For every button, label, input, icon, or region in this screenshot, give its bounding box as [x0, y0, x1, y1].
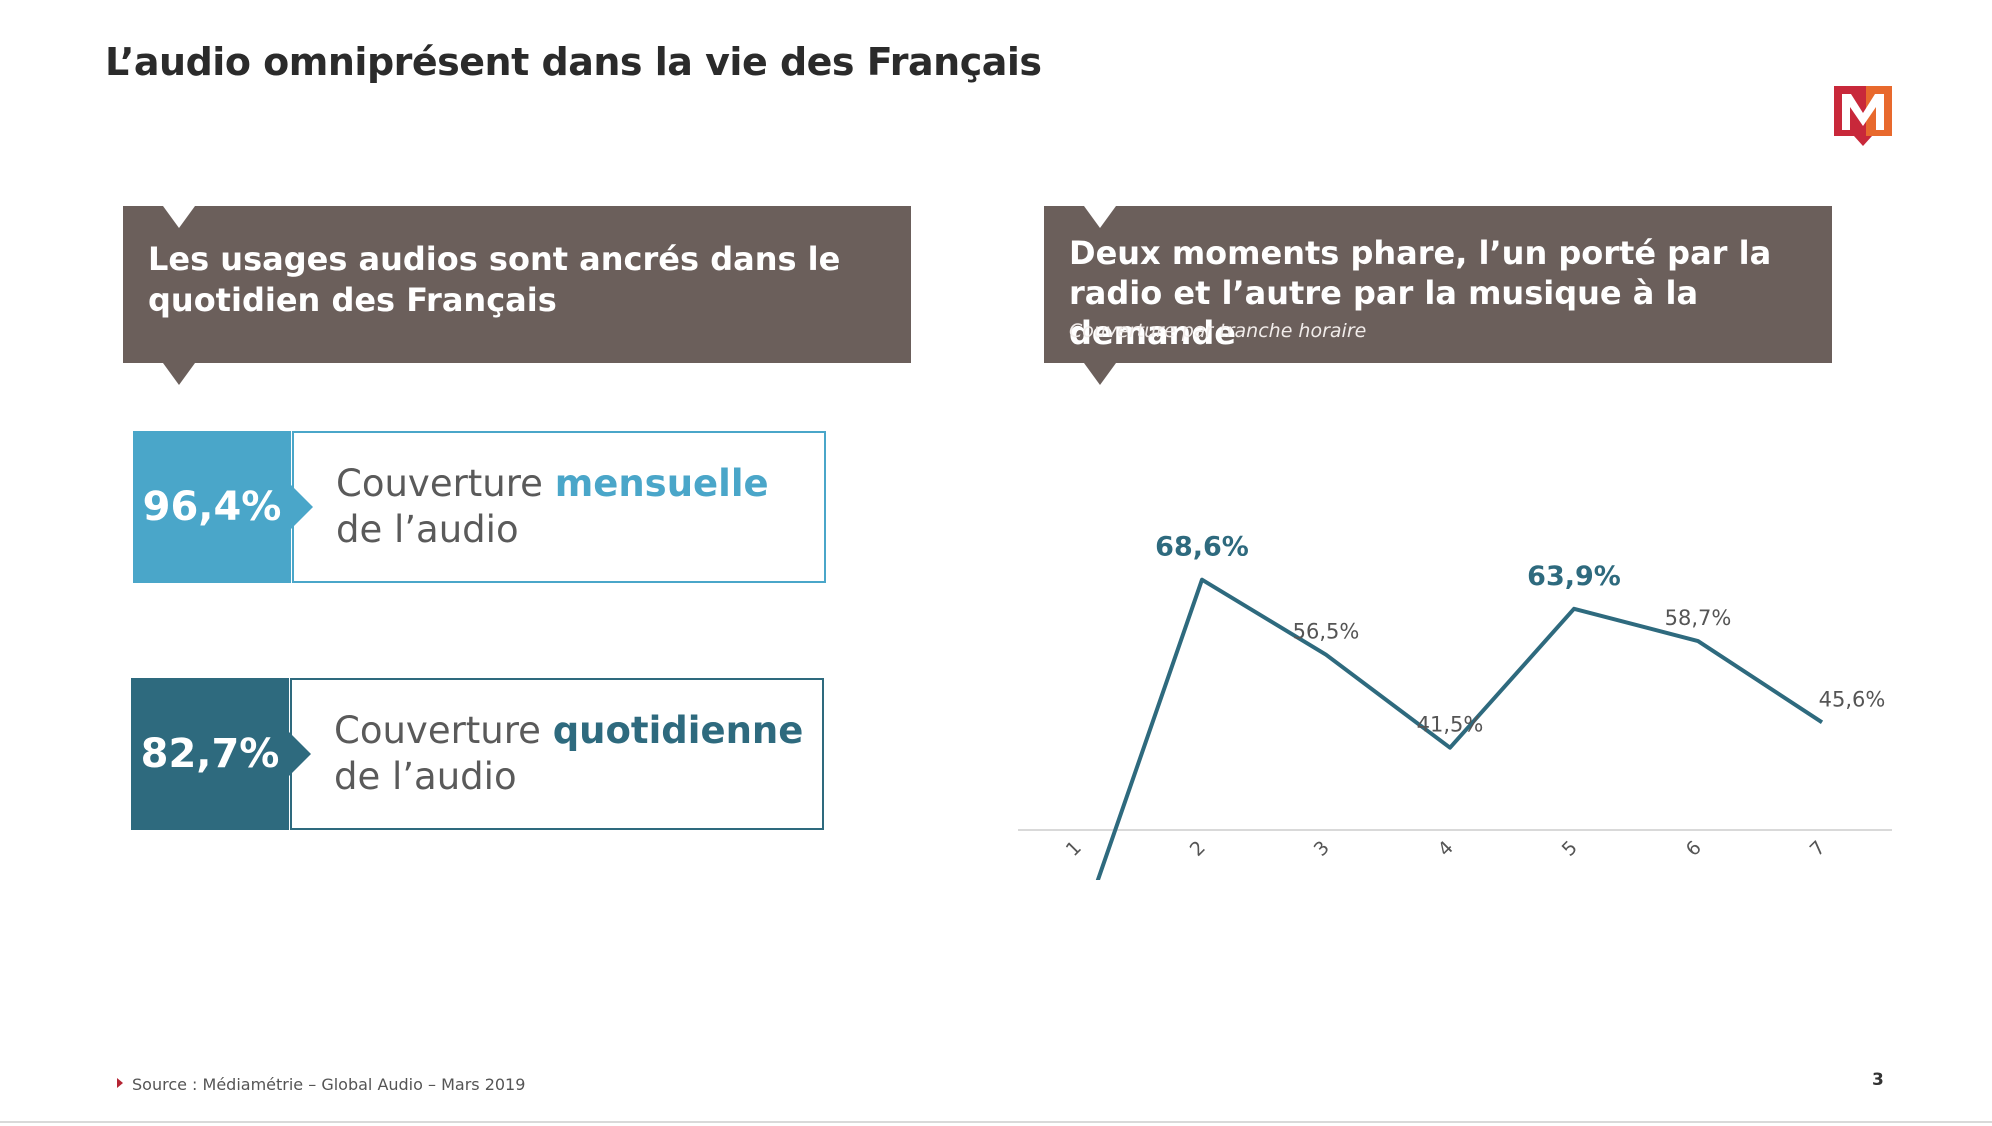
x-tick-labels: 1 2 3 4 5 6 7	[1062, 837, 1830, 861]
page-title: L’audio omniprésent dans la vie des Fran…	[105, 40, 1042, 84]
x-tick-label-1: 1	[1062, 837, 1086, 861]
footer-source: Source : Médiamétrie – Global Audio – Ma…	[132, 1075, 526, 1094]
data-label-2: 68,6%	[1155, 532, 1249, 563]
monthly-coverage-value: 96,4%	[133, 431, 291, 583]
right-panel-header: Deux moments phare, l’un porté par la ra…	[1044, 206, 1832, 385]
daily-coverage-value: 82,7%	[131, 678, 289, 830]
x-tick-label-3: 3	[1310, 837, 1334, 861]
x-tick-label-4: 4	[1434, 837, 1458, 861]
daily-coverage-box: Couverture quotidienne de l’audio	[290, 678, 824, 830]
monthly-arrow-icon	[291, 485, 313, 529]
daily-arrow-icon	[289, 732, 311, 776]
right-panel-subtitle: Couverture par tranche horaire	[1069, 320, 1367, 342]
daily-coverage-description: Couverture quotidienne de l’audio	[334, 708, 814, 800]
data-label-5: 63,9%	[1527, 561, 1621, 592]
left-panel-header: Les usages audios sont ancrés dans le qu…	[123, 206, 911, 385]
x-tick-label-5: 5	[1558, 837, 1582, 861]
monthly-coverage-box: Couverture mensuelle de l’audio	[292, 431, 826, 583]
header-notch-top	[1084, 206, 1116, 228]
data-label-1: 10,9%	[1023, 878, 1090, 880]
header-notch-top	[163, 206, 195, 228]
series-line	[1095, 577, 1824, 880]
monthly-coverage-description: Couverture mensuelle de l’audio	[336, 461, 816, 553]
x-tick-label-6: 6	[1682, 837, 1706, 861]
daily-text-after: de l’audio	[334, 755, 517, 798]
header-notch-bottom	[163, 363, 195, 385]
monthly-text-after: de l’audio	[336, 508, 519, 551]
footer-bullet-icon	[117, 1078, 123, 1088]
x-tick-label-7: 7	[1806, 837, 1830, 861]
page-number: 3	[1872, 1070, 1884, 1090]
mediametrie-logo-icon	[1834, 86, 1892, 146]
monthly-text-before: Couverture	[336, 462, 555, 505]
data-labels: 10,9% 68,6% 56,5% 41,5% 63,9% 58,7% 45,6%	[1023, 532, 1886, 880]
right-panel-header-text: Deux moments phare, l’un porté par la ra…	[1069, 234, 1772, 352]
bottom-rule	[0, 1121, 1992, 1123]
data-label-3: 56,5%	[1293, 620, 1360, 644]
header-notch-bottom	[1084, 363, 1116, 385]
data-label-4: 41,5%	[1417, 713, 1484, 737]
x-tick-label-2: 2	[1186, 837, 1210, 861]
daily-highlight: quotidienne	[552, 709, 804, 752]
monthly-highlight: mensuelle	[554, 462, 769, 505]
data-label-6: 58,7%	[1665, 606, 1732, 630]
daily-text-before: Couverture	[334, 709, 553, 752]
left-panel-header-text: Les usages audios sont ancrés dans le qu…	[148, 240, 841, 319]
hourly-coverage-chart: 10,9% 68,6% 56,5% 41,5% 63,9% 58,7% 45,6% 1 2 3 4…	[1018, 532, 1892, 880]
data-label-7: 45,6%	[1819, 687, 1886, 711]
